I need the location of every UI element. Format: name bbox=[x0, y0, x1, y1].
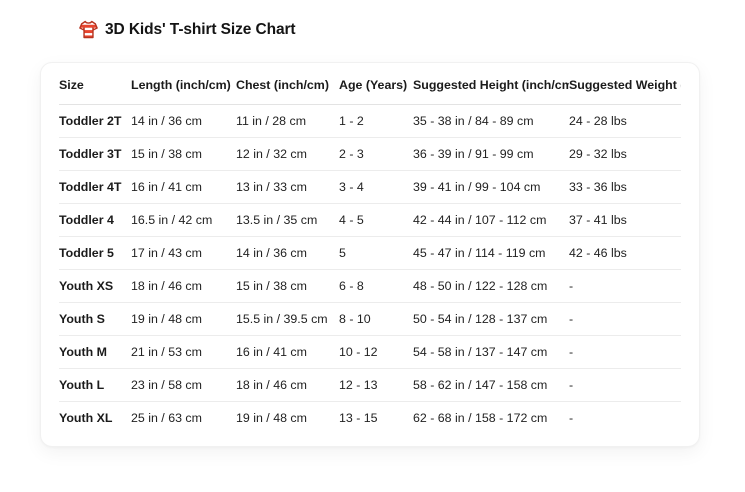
cell-value: - bbox=[569, 302, 681, 336]
cell-value: 17 in / 43 cm bbox=[131, 236, 236, 270]
cell-size: Toddler 4T bbox=[59, 170, 131, 204]
cell-size: Toddler 2T bbox=[59, 104, 131, 138]
cell-size: Toddler 3T bbox=[59, 137, 131, 171]
size-chart-table: Size Length (inch/cm) Chest (inch/cm) Age (… bbox=[59, 63, 681, 437]
page-header: 3D Kids' T-shirt Size Chart bbox=[79, 20, 296, 39]
table-row: Toddler 4 16.5 in / 42 cm 13.5 in / 35 cm 4… bbox=[59, 203, 681, 237]
cell-value: 10 - 12 bbox=[339, 335, 413, 369]
cell-value: 12 - 13 bbox=[339, 368, 413, 402]
cell-value: 15 in / 38 cm bbox=[236, 269, 339, 303]
page-title: 3D Kids' T-shirt Size Chart bbox=[105, 20, 296, 38]
cell-size: Youth XS bbox=[59, 269, 131, 303]
cell-value: - bbox=[569, 269, 681, 303]
cell-size: Toddler 4 bbox=[59, 203, 131, 237]
cell-value: 24 - 28 lbs bbox=[569, 104, 681, 138]
cell-value: 15.5 in / 39.5 cm bbox=[236, 302, 339, 336]
size-chart-card: Size Length (inch/cm) Chest (inch/cm) Age (… bbox=[40, 62, 700, 447]
table-header-row: Size Length (inch/cm) Chest (inch/cm) Age (… bbox=[59, 63, 681, 105]
cell-value: 19 in / 48 cm bbox=[131, 302, 236, 336]
cell-value: 33 - 36 lbs bbox=[569, 170, 681, 204]
cell-size: Youth L bbox=[59, 368, 131, 402]
cell-value: 39 - 41 in / 99 - 104 cm bbox=[413, 170, 569, 204]
column-header: Size bbox=[59, 63, 131, 105]
cell-value: 16.5 in / 42 cm bbox=[131, 203, 236, 237]
cell-value: 35 - 38 in / 84 - 89 cm bbox=[413, 104, 569, 138]
cell-size: Youth XL bbox=[59, 411, 113, 425]
cell-value: 16 in / 41 cm bbox=[236, 335, 339, 369]
cell-value: - bbox=[569, 368, 681, 402]
cell-value: 8 - 10 bbox=[339, 302, 413, 336]
column-header: Chest (inch/cm) bbox=[236, 63, 339, 105]
cell-value: 37 - 41 lbs bbox=[569, 203, 681, 237]
cell-value: 18 in / 46 cm bbox=[131, 269, 236, 303]
cell-value: 13 - 15 bbox=[339, 411, 378, 425]
table-row: Youth XL 25 in / 63 cm 19 in / 48 cm 13 - 1… bbox=[59, 402, 681, 438]
cell-value: 25 in / 63 cm bbox=[131, 411, 202, 425]
cell-value: 19 in / 48 cm bbox=[236, 411, 307, 425]
cell-value: 1 - 2 bbox=[339, 104, 413, 138]
cell-value: 23 in / 58 cm bbox=[131, 368, 236, 402]
cell-value: - bbox=[569, 411, 574, 425]
cell-value: 6 - 8 bbox=[339, 269, 413, 303]
cell-value: 62 - 68 in / 158 - 172 cm bbox=[413, 411, 548, 425]
cell-size: Toddler 5 bbox=[59, 236, 131, 270]
cell-value: 21 in / 53 cm bbox=[131, 335, 236, 369]
tshirt-icon bbox=[79, 20, 98, 39]
cell-value: 12 in / 32 cm bbox=[236, 137, 339, 171]
table-row: Youth M 21 in / 53 cm 16 in / 41 cm 10 - 12… bbox=[59, 335, 681, 369]
cell-value: 2 - 3 bbox=[339, 137, 413, 171]
cell-value: 36 - 39 in / 91 - 99 cm bbox=[413, 137, 569, 171]
column-header: Suggested Weight (lbs) bbox=[569, 63, 681, 105]
cell-value: 5 bbox=[339, 236, 413, 270]
cell-value: 14 in / 36 cm bbox=[236, 236, 339, 270]
cell-value: 50 - 54 in / 128 - 137 cm bbox=[413, 302, 569, 336]
table-row: Toddler 2T 14 in / 36 cm 11 in / 28 cm 1 - … bbox=[59, 104, 681, 138]
cell-value: 48 - 50 in / 122 - 128 cm bbox=[413, 269, 569, 303]
cell-value: 16 in / 41 cm bbox=[131, 170, 236, 204]
cell-value: 15 in / 38 cm bbox=[131, 137, 236, 171]
cell-value: 11 in / 28 cm bbox=[236, 104, 339, 138]
cell-value: 42 - 44 in / 107 - 112 cm bbox=[413, 203, 569, 237]
table-row: Youth S 19 in / 48 cm 15.5 in / 39.5 cm 8 -… bbox=[59, 302, 681, 336]
cell-value: 13 in / 33 cm bbox=[236, 170, 339, 204]
table-row: Toddler 3T 15 in / 38 cm 12 in / 32 cm 2 - … bbox=[59, 137, 681, 171]
column-header: Suggested Height (inch/cm) bbox=[413, 63, 569, 105]
cell-value: 58 - 62 in / 147 - 158 cm bbox=[413, 368, 569, 402]
cell-value: 42 - 46 lbs bbox=[569, 236, 681, 270]
cell-value: 29 - 32 lbs bbox=[569, 137, 681, 171]
column-header: Age (Years) bbox=[339, 63, 413, 105]
cell-value: 4 - 5 bbox=[339, 203, 413, 237]
cell-value: 13.5 in / 35 cm bbox=[236, 203, 339, 237]
cell-size: Youth S bbox=[59, 302, 131, 336]
cell-size: Youth M bbox=[59, 335, 131, 369]
table-row: Youth L 23 in / 58 cm 18 in / 46 cm 12 - 13… bbox=[59, 368, 681, 402]
cell-value: 54 - 58 in / 137 - 147 cm bbox=[413, 335, 569, 369]
cell-value: 14 in / 36 cm bbox=[131, 104, 236, 138]
table-row: Toddler 4T 16 in / 41 cm 13 in / 33 cm 3 - … bbox=[59, 170, 681, 204]
column-header: Length (inch/cm) bbox=[131, 63, 236, 105]
cell-value: 18 in / 46 cm bbox=[236, 368, 339, 402]
cell-value: - bbox=[569, 335, 681, 369]
cell-value: 45 - 47 in / 114 - 119 cm bbox=[413, 236, 569, 270]
cell-value: 3 - 4 bbox=[339, 170, 413, 204]
table-row: Toddler 5 17 in / 43 cm 14 in / 36 cm 5 45 -… bbox=[59, 236, 681, 270]
